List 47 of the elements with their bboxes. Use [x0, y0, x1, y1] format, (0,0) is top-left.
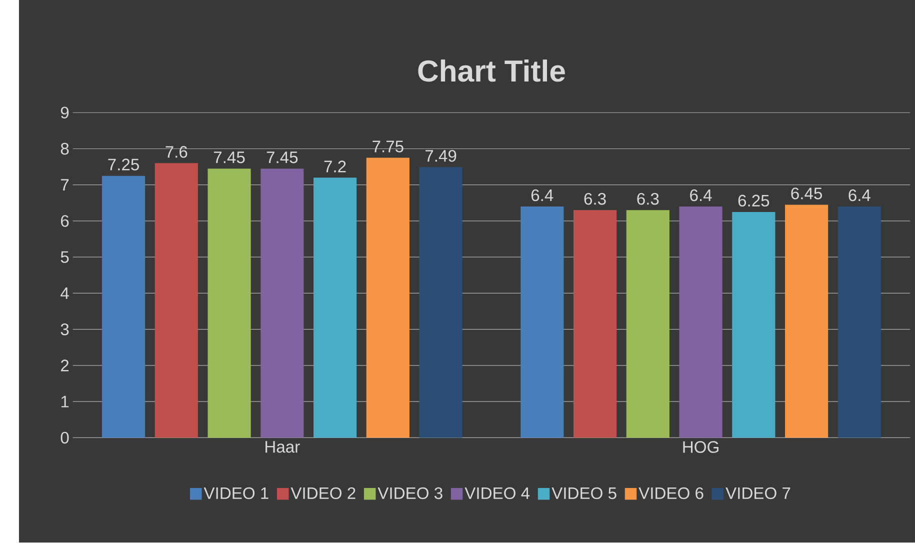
bar [573, 210, 617, 438]
legend-label: VIDEO 6 [638, 488, 704, 500]
bar [419, 167, 462, 438]
bar [102, 176, 146, 438]
data-label: 7.45 [214, 152, 245, 164]
legend-label: VIDEO 5 [552, 488, 616, 500]
bar [208, 168, 251, 438]
chart-title: Chart Title [418, 60, 565, 82]
y-tick-label: 2 [61, 360, 69, 372]
bar [366, 158, 410, 438]
y-tick-label: 8 [60, 143, 69, 155]
bar [313, 178, 357, 438]
legend-label: VIDEO 1 [204, 488, 268, 500]
legend-label: VIDEO 3 [378, 488, 442, 500]
y-tick-label: 1 [61, 396, 69, 408]
bar [154, 163, 198, 438]
data-label: 6.4 [531, 190, 554, 202]
legend-label: VIDEO 2 [290, 488, 356, 500]
bar [732, 212, 776, 438]
data-label: 6.3 [584, 193, 606, 205]
legend-label: VIDEO 4 [464, 488, 530, 500]
bar [838, 206, 881, 438]
bar [785, 204, 828, 438]
bar [626, 210, 670, 438]
data-label: 7.6 [166, 146, 188, 158]
y-tick-label: 6 [61, 215, 69, 228]
y-tick-label: 0 [60, 432, 69, 444]
data-label: 6.45 [791, 188, 822, 200]
data-label: 7.25 [108, 158, 139, 171]
x-tick-label: HOG [683, 441, 718, 454]
legend-label: VIDEO 7 [726, 488, 790, 500]
bar [520, 206, 564, 438]
data-label: 6.4 [690, 190, 712, 202]
data-label: 6.25 [738, 195, 770, 207]
data-label: 7.49 [426, 150, 456, 162]
bar [260, 168, 304, 438]
data-label: 7.2 [324, 160, 346, 172]
y-tick-label: 7 [61, 179, 69, 191]
y-tick-label: 3 [60, 324, 69, 336]
y-tick-label: 5 [60, 252, 69, 264]
data-label: 7.45 [266, 152, 298, 164]
data-label: 6.4 [848, 190, 870, 202]
y-tick-label: 4 [60, 288, 69, 300]
y-tick-label: 9 [60, 106, 69, 119]
x-tick-label: Haar [266, 441, 300, 453]
bar [679, 206, 722, 438]
data-label: 6.3 [637, 193, 659, 205]
